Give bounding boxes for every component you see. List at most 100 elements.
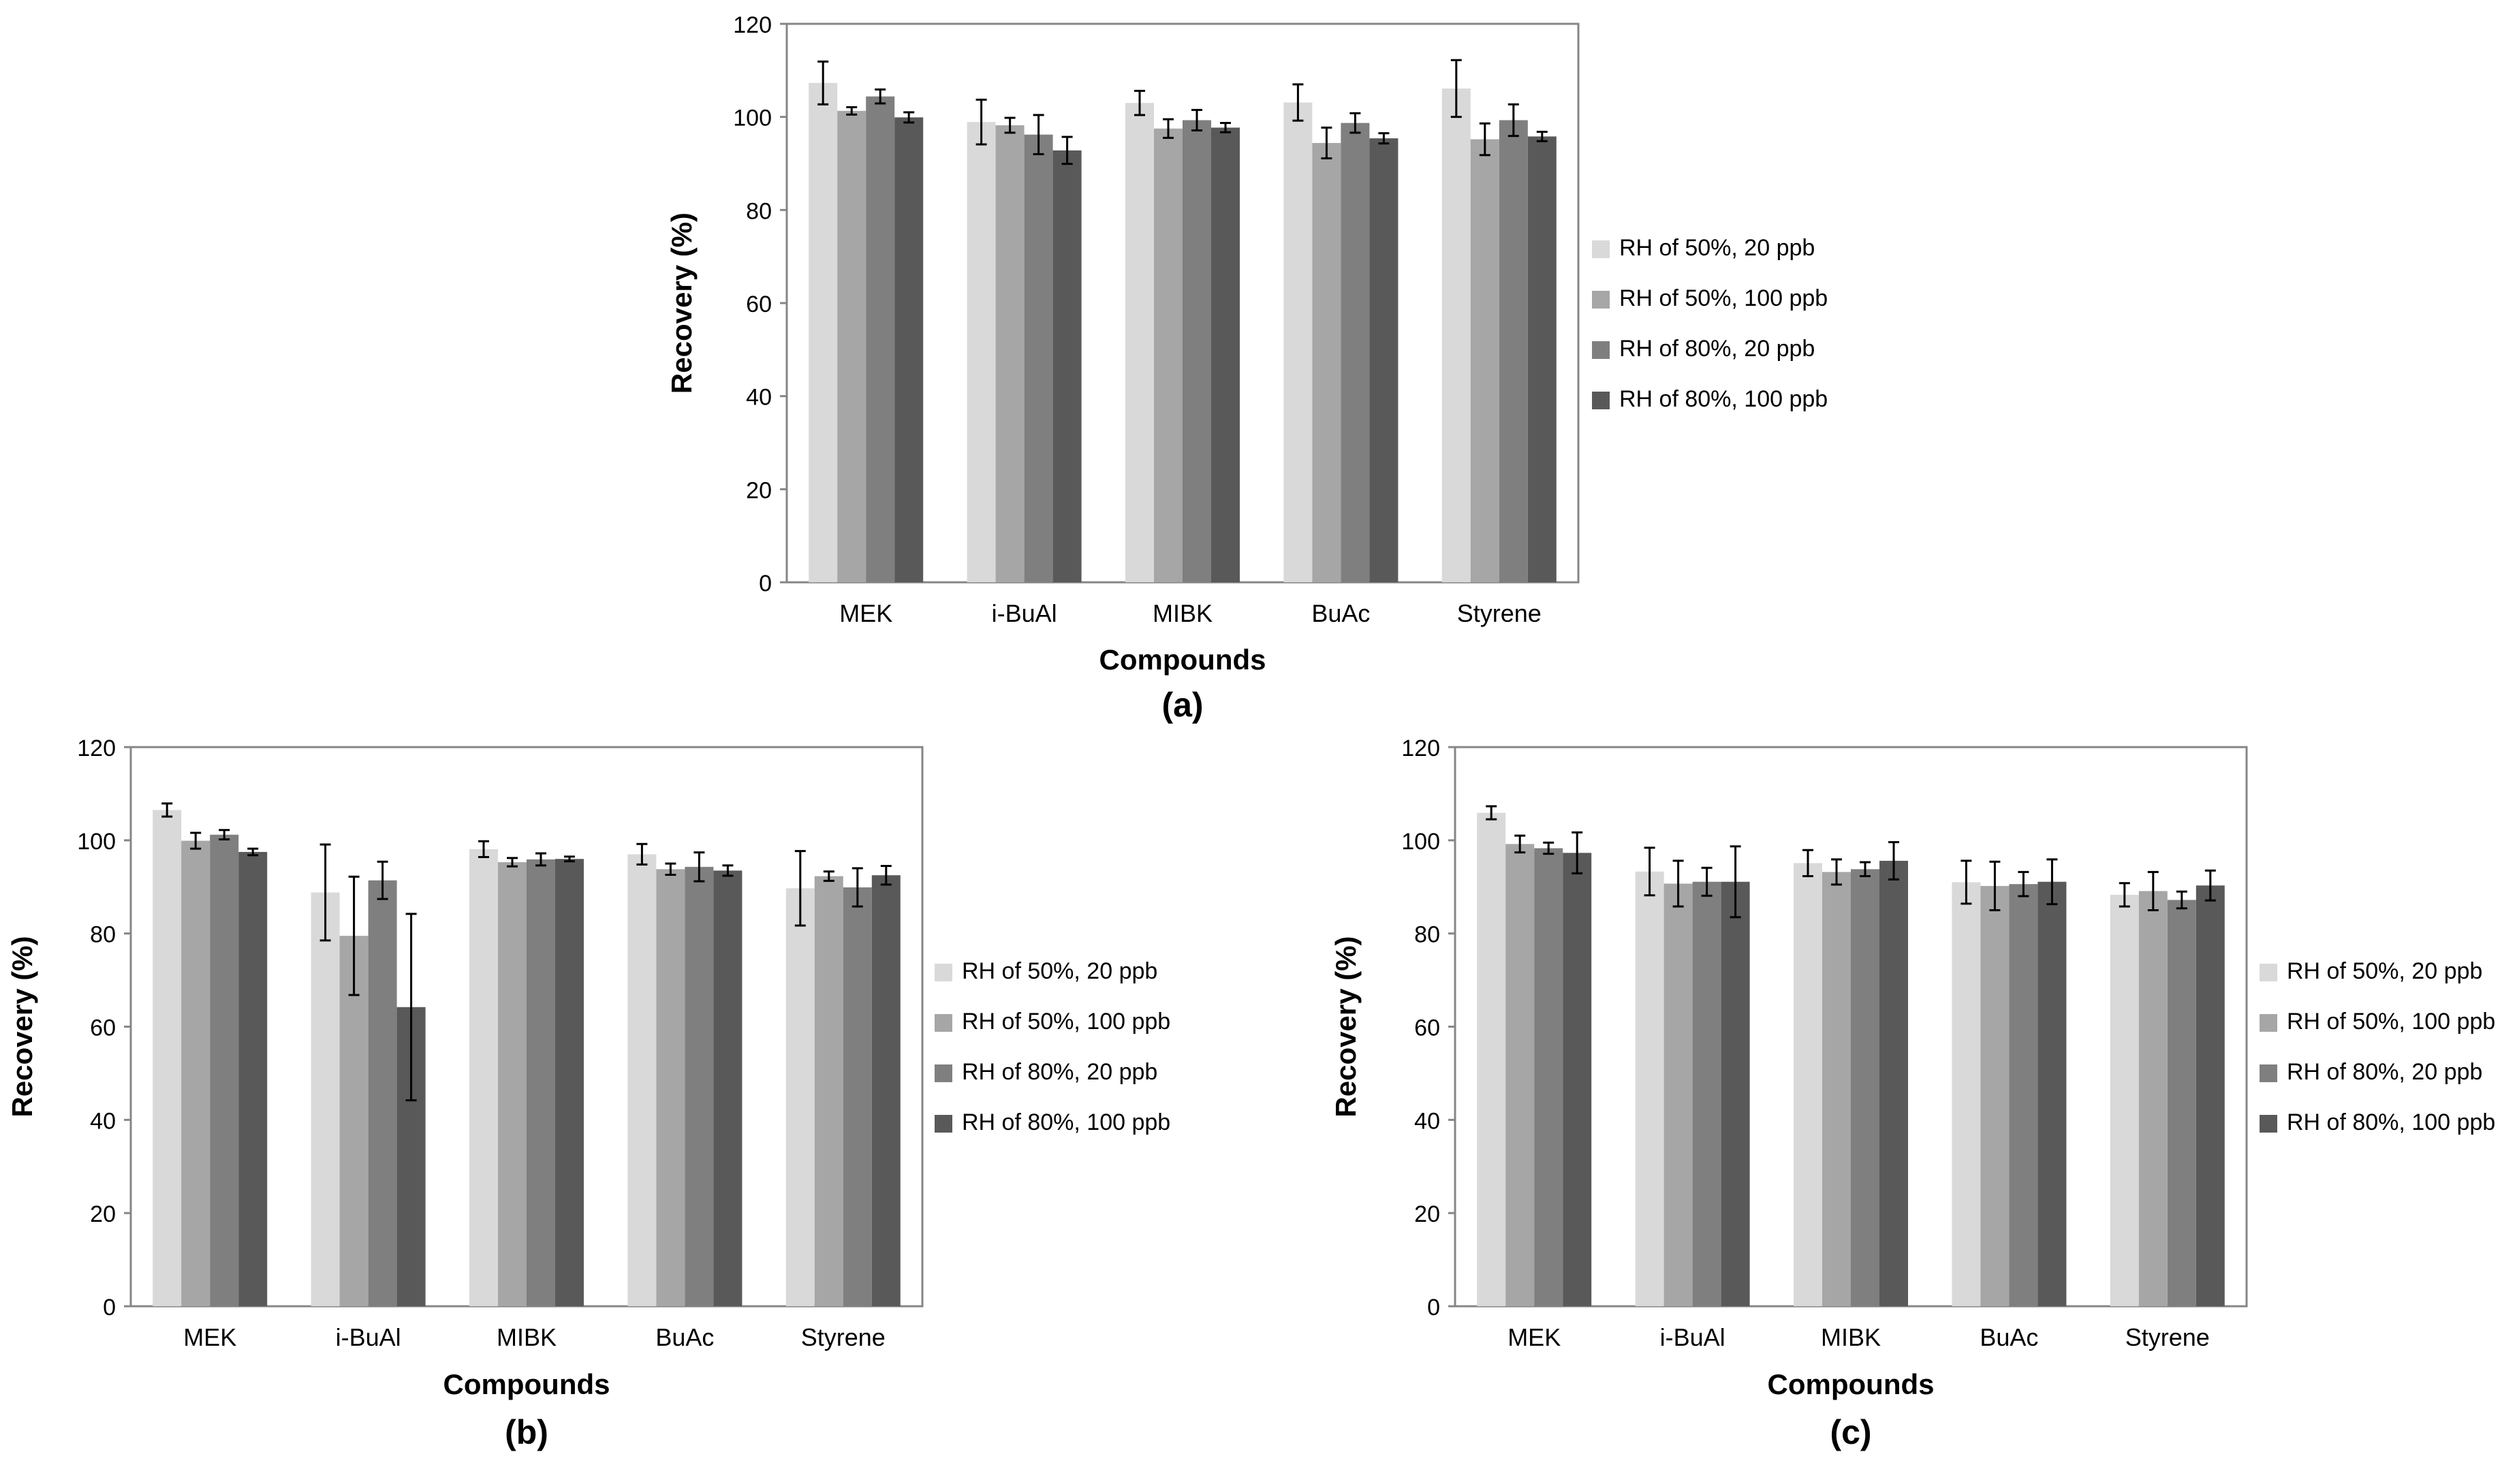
x-tick-label: Styrene [1457, 599, 1542, 627]
bar-styrene-series-1 [2110, 894, 2139, 1306]
bar-mek-series-2 [1505, 844, 1535, 1306]
chart-panel-1: 0 20 40 60 80 100 120 MEK i-BuAl MIBK BuAc Styrene C… [666, 12, 1828, 724]
bar-buac-series-4 [1369, 138, 1399, 583]
bar-styrene-series-4 [871, 875, 901, 1306]
y-axis-title: Recovery (%) [6, 936, 38, 1117]
bar-mek-series-4 [1563, 853, 1592, 1306]
legend-label: RH of 80%, 20 ppb [1619, 336, 1815, 362]
bar-mibk-series-2 [1822, 872, 1851, 1306]
bar-i-bual-series-3 [1024, 134, 1053, 583]
x-axis-title: Compounds [1768, 1368, 1935, 1400]
y-tick-label: 20 [746, 477, 772, 503]
x-axis-title: Compounds [443, 1368, 610, 1400]
bar-mek-series-4 [894, 117, 924, 583]
bar-mibk-series-3 [1851, 869, 1879, 1306]
bar-styrene-series-2 [1470, 139, 1499, 582]
bar-mek-series-4 [238, 851, 268, 1306]
bar-i-bual-series-4 [1721, 881, 1750, 1306]
y-tick-label: 60 [746, 291, 772, 317]
bar-mibk-series-1 [469, 849, 498, 1306]
bar-i-bual-series-1 [311, 892, 340, 1306]
bar-mek-series-1 [1477, 812, 1506, 1306]
panel-label: (c) [1830, 1413, 1871, 1451]
legend-swatch [1592, 240, 1610, 258]
bar-mek-series-3 [210, 834, 239, 1306]
bar-i-bual-series-1 [967, 122, 996, 582]
bar-i-bual-series-4 [1052, 150, 1082, 582]
bar-mibk-series-4 [1879, 860, 1908, 1306]
y-tick-label: 120 [77, 736, 116, 761]
y-tick-label: 20 [1414, 1201, 1440, 1227]
panel-label: (a) [1161, 686, 1203, 724]
bar-styrene-series-3 [2167, 900, 2196, 1306]
x-tick-label: MIBK [1821, 1323, 1881, 1351]
legend-label: RH of 50%, 20 ppb [962, 958, 1157, 984]
x-tick-label: BuAc [1311, 599, 1370, 627]
bar-mibk-series-1 [1794, 863, 1822, 1306]
bar-buac-series-3 [685, 866, 714, 1306]
bar-mibk-series-4 [1211, 127, 1240, 583]
bar-mek-series-2 [837, 110, 866, 583]
y-tick-label: 120 [1401, 736, 1440, 761]
y-tick-label: 100 [77, 829, 116, 855]
bar-mibk-series-4 [555, 859, 584, 1306]
x-tick-label: i-BuAl [1660, 1323, 1725, 1351]
legend-label: RH of 80%, 20 ppb [962, 1059, 1157, 1085]
legend-label: RH of 80%, 100 ppb [1619, 386, 1828, 412]
bar-buac-series-1 [627, 854, 657, 1306]
bar-i-bual-series-2 [1663, 883, 1693, 1306]
bar-mibk-series-2 [498, 862, 527, 1306]
y-tick-label: 40 [1414, 1108, 1440, 1134]
bar-buac-series-3 [1341, 123, 1370, 583]
x-axis-title: Compounds [1099, 644, 1266, 676]
bar-buac-series-2 [1980, 885, 2010, 1306]
legend-swatch [2260, 1014, 2277, 1032]
x-tick-label: i-BuAl [336, 1323, 401, 1351]
legend-swatch [1592, 341, 1610, 359]
y-tick-label: 80 [90, 922, 116, 948]
bar-mibk-series-3 [1183, 120, 1211, 582]
y-tick-label: 80 [1414, 922, 1440, 948]
bar-styrene-series-2 [2138, 891, 2168, 1306]
legend-swatch [935, 1014, 952, 1032]
y-tick-label: 20 [90, 1201, 116, 1227]
y-tick-label: 60 [1414, 1015, 1440, 1041]
y-tick-label: 0 [1427, 1295, 1440, 1321]
y-axis-title: Recovery (%) [666, 212, 698, 394]
bar-styrene-series-3 [843, 887, 872, 1306]
x-tick-label: MEK [1508, 1323, 1561, 1351]
y-tick-label: 40 [90, 1108, 116, 1134]
x-tick-label: MIBK [497, 1323, 557, 1351]
bar-mek-series-3 [866, 96, 895, 583]
legend-swatch [2260, 964, 2277, 981]
bar-buac-series-1 [1283, 102, 1313, 582]
bar-i-bual-series-1 [1635, 871, 1664, 1306]
legend-swatch [2260, 1115, 2277, 1133]
chart-panel-2: 0 20 40 60 80 100 120 MEK i-BuAl MIBK BuAc Styrene C… [6, 736, 1170, 1451]
x-tick-label: Styrene [801, 1323, 886, 1351]
y-tick-label: 100 [733, 106, 772, 131]
x-tick-label: BuAc [655, 1323, 714, 1351]
bar-buac-series-4 [713, 870, 743, 1306]
bar-mibk-series-3 [527, 859, 555, 1306]
y-axis-title: Recovery (%) [1330, 936, 1362, 1117]
y-tick-label: 40 [746, 385, 772, 411]
x-tick-label: MEK [183, 1323, 236, 1351]
legend-label: RH of 80%, 100 ppb [2287, 1109, 2495, 1135]
x-tick-label: BuAc [1980, 1323, 2038, 1351]
x-tick-label: i-BuAl [992, 599, 1057, 627]
bar-i-bual-series-3 [1692, 881, 1721, 1306]
legend-label: RH of 50%, 20 ppb [1619, 235, 1815, 261]
y-tick-label: 0 [759, 571, 772, 597]
y-tick-label: 120 [733, 12, 772, 38]
x-tick-label: MIBK [1153, 599, 1213, 627]
y-tick-label: 0 [103, 1295, 116, 1321]
bar-mibk-series-2 [1154, 128, 1183, 582]
bar-styrene-series-1 [785, 888, 815, 1306]
bar-mek-series-3 [1534, 848, 1563, 1306]
legend-swatch [935, 1064, 952, 1082]
legend-swatch [1592, 392, 1610, 409]
y-tick-label: 80 [746, 198, 772, 224]
